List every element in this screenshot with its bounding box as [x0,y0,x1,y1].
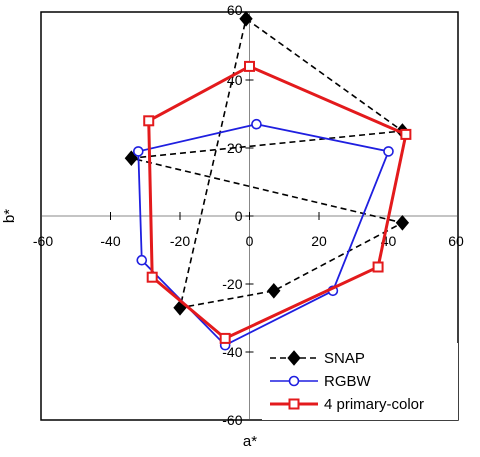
legend-label-rgbw: RGBW [324,373,372,390]
data-point-four-primary [146,271,158,283]
x-tick-label: 20 [311,233,327,249]
legend-marker-snap [287,350,301,366]
x-tick-label: -40 [100,233,120,249]
series-four-primary [143,60,412,344]
series-snap [124,11,410,316]
y-tick-label: -60 [222,412,242,428]
x-axis-label: a* [243,433,257,450]
data-point-four-primary [219,332,231,344]
series-layer [124,11,412,351]
series-line-snap [131,18,405,309]
x-tick-label: 0 [246,233,254,249]
data-point-rgbw [383,146,394,157]
data-point-four-primary [244,60,255,72]
x-tick-label: -60 [33,233,53,249]
data-point-rgbw [251,118,262,130]
y-tick-label: -20 [222,276,242,292]
data-point-rgbw [133,146,144,157]
data-point-snap [395,215,410,231]
y-axis-label: b* [1,209,18,223]
data-point-four-primary [400,128,412,140]
y-tick-label: 60 [227,2,243,18]
data-point-four-primary [372,261,384,273]
data-point-snap [239,11,253,27]
data-point-snap [267,283,281,299]
legend-label-four-primary: 4 primary-color [324,396,424,413]
y-tick-label: 0 [235,208,243,224]
data-point-four-primary [143,115,155,127]
legend-label-snap: SNAP [324,350,365,367]
legend-marker-four-primary [288,398,300,410]
x-tick-label: 60 [448,233,464,249]
data-point-rgbw [136,254,148,266]
x-tick-label: -20 [170,233,190,249]
legend-marker-rgbw [288,375,300,387]
legend: SNAP RGBW 4 primary-color [262,343,458,420]
